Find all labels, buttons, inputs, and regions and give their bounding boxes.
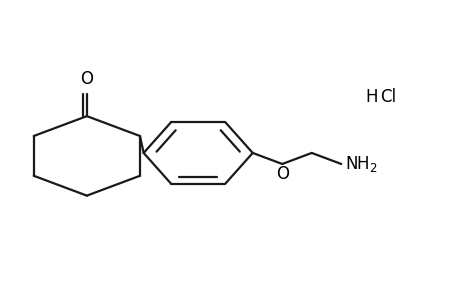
Text: NH$_2$: NH$_2$	[344, 154, 377, 174]
Text: O: O	[80, 70, 93, 88]
Text: H: H	[364, 88, 377, 106]
Text: Cl: Cl	[379, 88, 395, 106]
Text: O: O	[275, 166, 288, 184]
